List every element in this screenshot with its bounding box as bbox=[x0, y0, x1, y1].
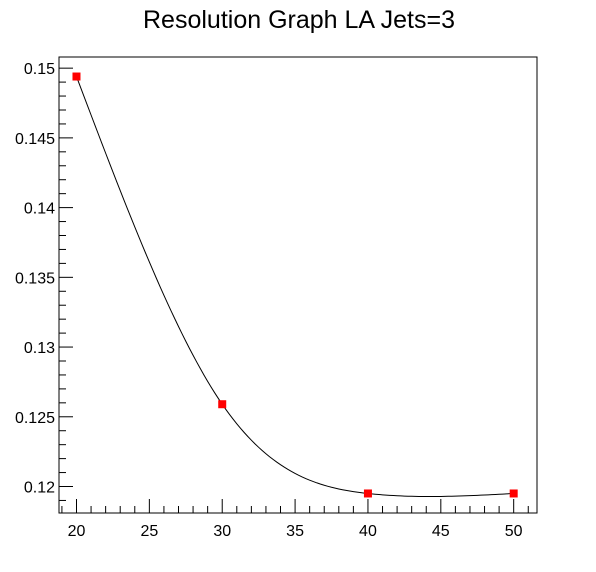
data-point bbox=[509, 489, 518, 498]
y-tick-label: 0.13 bbox=[24, 340, 55, 357]
x-tick-label: 20 bbox=[68, 523, 86, 540]
data-point bbox=[218, 400, 227, 409]
x-tick-label: 30 bbox=[213, 523, 231, 540]
x-tick-label: 45 bbox=[432, 523, 450, 540]
x-tick-label: 50 bbox=[505, 523, 523, 540]
y-axis: 0.12 0.125 0.13 0.135 0.14 0.145 0.15 bbox=[15, 61, 73, 501]
x-tick-label: 40 bbox=[359, 523, 377, 540]
y-tick-label: 0.145 bbox=[15, 131, 55, 148]
data-point bbox=[72, 72, 81, 81]
fit-curve bbox=[76, 76, 514, 498]
x-tick-label: 35 bbox=[286, 523, 304, 540]
y-tick-label: 0.135 bbox=[15, 270, 55, 287]
x-axis: 20 25 30 35 40 45 50 bbox=[61, 499, 529, 540]
y-tick-label: 0.15 bbox=[24, 61, 55, 78]
y-tick-label: 0.14 bbox=[24, 201, 55, 218]
y-tick-label: 0.12 bbox=[24, 480, 55, 497]
y-tick-label: 0.125 bbox=[15, 410, 55, 427]
plot-frame bbox=[58, 56, 538, 514]
data-markers bbox=[72, 72, 518, 498]
data-point bbox=[363, 489, 372, 498]
x-tick-label: 25 bbox=[140, 523, 158, 540]
chart-title: Resolution Graph LA Jets=3 bbox=[143, 6, 455, 34]
